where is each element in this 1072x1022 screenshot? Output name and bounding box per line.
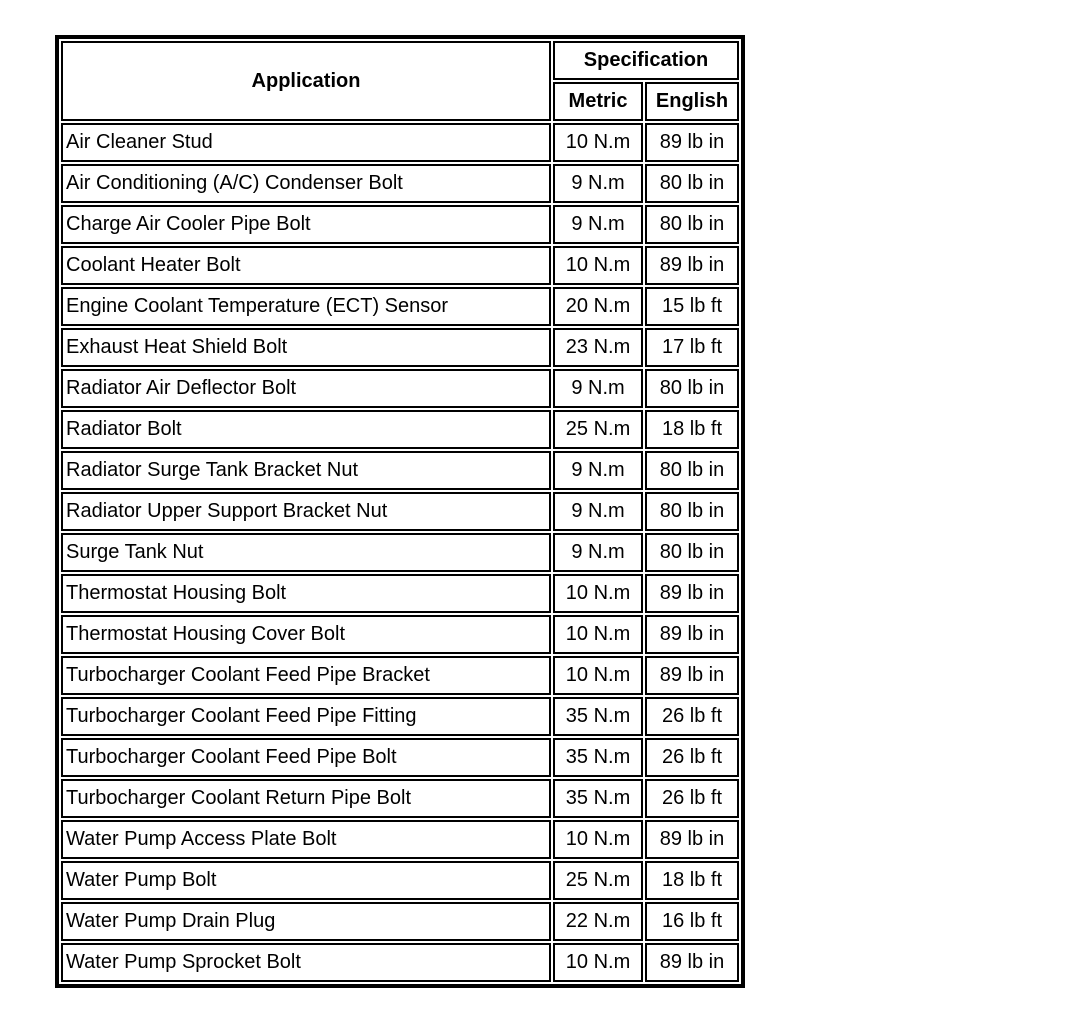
table-row: Coolant Heater Bolt 10 N.m 89 lb in bbox=[61, 246, 740, 285]
application-cell: Water Pump Access Plate Bolt bbox=[61, 820, 551, 859]
english-value-cell: 80 lb in bbox=[645, 533, 740, 572]
metric-value-cell: 25 N.m bbox=[553, 861, 643, 900]
table-row: Turbocharger Coolant Feed Pipe Bracket 10… bbox=[61, 656, 740, 695]
application-cell: Radiator Air Deflector Bolt bbox=[61, 369, 551, 408]
english-value-cell: 26 lb ft bbox=[645, 779, 740, 818]
table-row: Radiator Surge Tank Bracket Nut 9 N.m 80 l… bbox=[61, 451, 740, 490]
english-value-cell: 15 lb ft bbox=[645, 287, 740, 326]
metric-value-cell: 10 N.m bbox=[553, 656, 643, 695]
application-cell: Exhaust Heat Shield Bolt bbox=[61, 328, 551, 367]
application-column-header: Application bbox=[61, 41, 551, 121]
table-row: Water Pump Bolt 25 N.m 18 lb ft bbox=[61, 861, 740, 900]
english-value-cell: 18 lb ft bbox=[645, 410, 740, 449]
table-body: Air Cleaner Stud 10 N.m 89 lb in Air Condit… bbox=[61, 123, 740, 982]
application-cell: Radiator Upper Support Bracket Nut bbox=[61, 492, 551, 531]
header-row-top: Application Specification bbox=[61, 41, 740, 121]
table-row: Radiator Air Deflector Bolt 9 N.m 80 lb in bbox=[61, 369, 740, 408]
application-cell: Radiator Bolt bbox=[61, 410, 551, 449]
table-row: Water Pump Access Plate Bolt 10 N.m 89 lb … bbox=[61, 820, 740, 859]
table-row: Charge Air Cooler Pipe Bolt 9 N.m 80 lb in bbox=[61, 205, 740, 244]
application-cell: Surge Tank Nut bbox=[61, 533, 551, 572]
application-cell: Thermostat Housing Bolt bbox=[61, 574, 551, 613]
metric-value-cell: 10 N.m bbox=[553, 615, 643, 654]
application-cell: Water Pump Bolt bbox=[61, 861, 551, 900]
english-value-cell: 80 lb in bbox=[645, 164, 740, 203]
application-cell: Radiator Surge Tank Bracket Nut bbox=[61, 451, 551, 490]
application-cell: Turbocharger Coolant Return Pipe Bolt bbox=[61, 779, 551, 818]
metric-value-cell: 9 N.m bbox=[553, 533, 643, 572]
table-row: Thermostat Housing Cover Bolt 10 N.m 89 lb… bbox=[61, 615, 740, 654]
english-value-cell: 80 lb in bbox=[645, 451, 740, 490]
table-header: Application Specification Metric English bbox=[61, 41, 740, 121]
table-row: Turbocharger Coolant Feed Pipe Fitting 35… bbox=[61, 697, 740, 736]
table-row: Air Cleaner Stud 10 N.m 89 lb in bbox=[61, 123, 740, 162]
metric-value-cell: 10 N.m bbox=[553, 820, 643, 859]
metric-value-cell: 35 N.m bbox=[553, 697, 643, 736]
table-row: Engine Coolant Temperature (ECT) Sensor 2… bbox=[61, 287, 740, 326]
english-value-cell: 17 lb ft bbox=[645, 328, 740, 367]
table-row: Water Pump Sprocket Bolt 10 N.m 89 lb in bbox=[61, 943, 740, 982]
application-cell: Coolant Heater Bolt bbox=[61, 246, 551, 285]
metric-column-header: Metric bbox=[553, 82, 643, 121]
metric-value-cell: 9 N.m bbox=[553, 492, 643, 531]
application-cell: Water Pump Drain Plug bbox=[61, 902, 551, 941]
metric-value-cell: 35 N.m bbox=[553, 779, 643, 818]
application-cell: Charge Air Cooler Pipe Bolt bbox=[61, 205, 551, 244]
table-row: Exhaust Heat Shield Bolt 23 N.m 17 lb ft bbox=[61, 328, 740, 367]
header-row-units: Metric English bbox=[61, 82, 740, 121]
english-value-cell: 80 lb in bbox=[645, 205, 740, 244]
application-cell: Thermostat Housing Cover Bolt bbox=[61, 615, 551, 654]
application-cell: Engine Coolant Temperature (ECT) Sensor bbox=[61, 287, 551, 326]
metric-value-cell: 20 N.m bbox=[553, 287, 643, 326]
metric-value-cell: 9 N.m bbox=[553, 451, 643, 490]
metric-value-cell: 23 N.m bbox=[553, 328, 643, 367]
application-cell: Air Conditioning (A/C) Condenser Bolt bbox=[61, 164, 551, 203]
table-row: Thermostat Housing Bolt 10 N.m 89 lb in bbox=[61, 574, 740, 613]
english-value-cell: 80 lb in bbox=[645, 492, 740, 531]
application-cell: Water Pump Sprocket Bolt bbox=[61, 943, 551, 982]
table-row: Turbocharger Coolant Feed Pipe Bolt 35 N.… bbox=[61, 738, 740, 777]
table-row: Radiator Upper Support Bracket Nut 9 N.m 8… bbox=[61, 492, 740, 531]
metric-value-cell: 22 N.m bbox=[553, 902, 643, 941]
metric-value-cell: 35 N.m bbox=[553, 738, 643, 777]
metric-value-cell: 9 N.m bbox=[553, 205, 643, 244]
metric-value-cell: 10 N.m bbox=[553, 943, 643, 982]
table-row: Water Pump Drain Plug 22 N.m 16 lb ft bbox=[61, 902, 740, 941]
english-value-cell: 16 lb ft bbox=[645, 902, 740, 941]
metric-value-cell: 25 N.m bbox=[553, 410, 643, 449]
english-value-cell: 89 lb in bbox=[645, 943, 740, 982]
metric-value-cell: 9 N.m bbox=[553, 369, 643, 408]
table-row: Turbocharger Coolant Return Pipe Bolt 35 … bbox=[61, 779, 740, 818]
english-value-cell: 89 lb in bbox=[645, 820, 740, 859]
english-value-cell: 89 lb in bbox=[645, 615, 740, 654]
english-value-cell: 89 lb in bbox=[645, 123, 740, 162]
metric-value-cell: 9 N.m bbox=[553, 164, 643, 203]
english-value-cell: 89 lb in bbox=[645, 246, 740, 285]
english-column-header: English bbox=[645, 82, 740, 121]
metric-value-cell: 10 N.m bbox=[553, 123, 643, 162]
application-cell: Turbocharger Coolant Feed Pipe Fitting bbox=[61, 697, 551, 736]
metric-value-cell: 10 N.m bbox=[553, 246, 643, 285]
english-value-cell: 80 lb in bbox=[645, 369, 740, 408]
english-value-cell: 89 lb in bbox=[645, 574, 740, 613]
table-row: Surge Tank Nut 9 N.m 80 lb in bbox=[61, 533, 740, 572]
application-cell: Turbocharger Coolant Feed Pipe Bracket bbox=[61, 656, 551, 695]
table-row: Radiator Bolt 25 N.m 18 lb ft bbox=[61, 410, 740, 449]
english-value-cell: 89 lb in bbox=[645, 656, 740, 695]
english-value-cell: 18 lb ft bbox=[645, 861, 740, 900]
torque-spec-table: Application Specification Metric English… bbox=[55, 35, 746, 988]
application-cell: Turbocharger Coolant Feed Pipe Bolt bbox=[61, 738, 551, 777]
specification-column-header: Specification bbox=[553, 41, 740, 80]
metric-value-cell: 10 N.m bbox=[553, 574, 643, 613]
application-cell: Air Cleaner Stud bbox=[61, 123, 551, 162]
english-value-cell: 26 lb ft bbox=[645, 738, 740, 777]
english-value-cell: 26 lb ft bbox=[645, 697, 740, 736]
table-row: Air Conditioning (A/C) Condenser Bolt 9 N… bbox=[61, 164, 740, 203]
